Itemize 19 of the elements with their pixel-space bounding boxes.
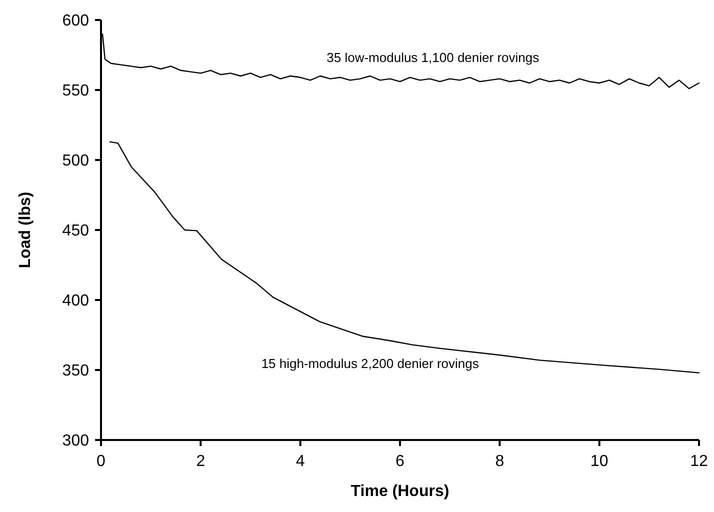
- line-series: [109, 141, 700, 374]
- x-tick-label: 2: [196, 453, 206, 470]
- series-label: 35 low-modulus 1,100 denier rovings: [326, 50, 540, 66]
- y-tick-label: 300: [62, 432, 90, 450]
- y-tick-label: 450: [62, 222, 90, 240]
- x-tick-label: 6: [396, 453, 405, 470]
- x-tick-label: 10: [590, 453, 608, 470]
- y-tick-label: 500: [62, 152, 90, 170]
- x-tick-label: 4: [296, 453, 305, 470]
- y-axis-title: Load (lbs): [17, 192, 34, 268]
- y-tick-label: 600: [62, 12, 90, 30]
- x-tick-label: 0: [96, 453, 106, 470]
- x-tick-label: 12: [690, 453, 708, 470]
- y-tick-label: 400: [62, 292, 90, 310]
- y-tick-label: 350: [62, 362, 90, 380]
- y-tick-label: 550: [62, 82, 90, 100]
- series-label: 15 high-modulus 2,200 denier rovings: [261, 356, 480, 372]
- x-tick-label: 8: [495, 453, 504, 470]
- x-axis-title: Time (Hours): [350, 483, 450, 500]
